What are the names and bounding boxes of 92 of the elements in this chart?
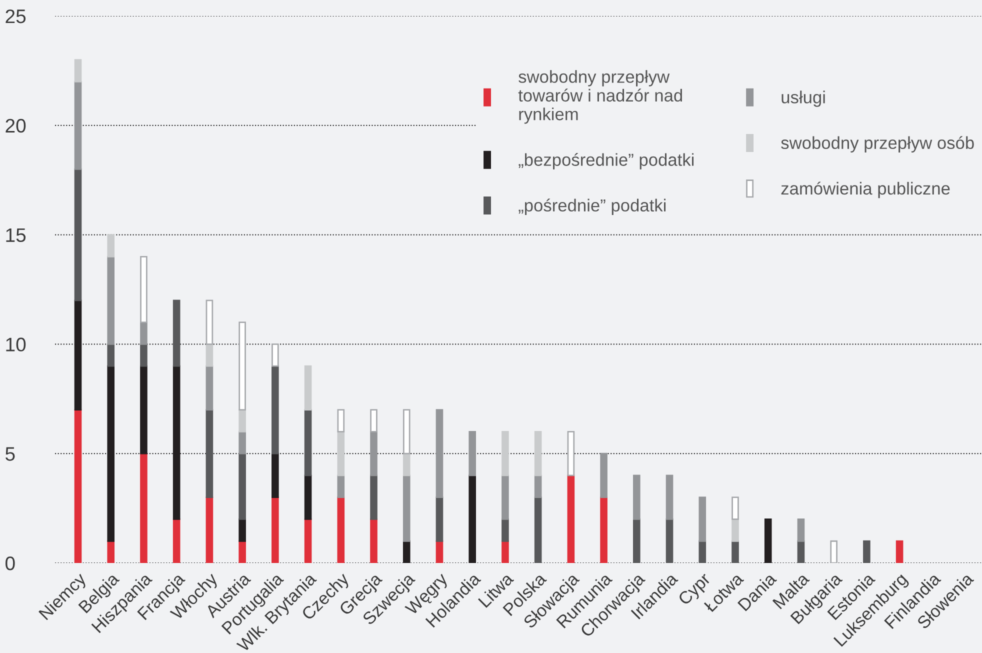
bar bbox=[107, 234, 115, 258]
y-tick-label: 10 bbox=[6, 338, 26, 352]
bar bbox=[502, 474, 509, 520]
bar bbox=[732, 540, 739, 563]
bar bbox=[337, 409, 345, 432]
bar bbox=[238, 409, 246, 432]
y-tick-label: 0 bbox=[6, 556, 15, 570]
bar bbox=[468, 474, 476, 563]
bar bbox=[74, 80, 82, 170]
bar bbox=[732, 518, 739, 542]
bar bbox=[370, 474, 378, 520]
bar bbox=[140, 452, 148, 563]
bar bbox=[304, 474, 312, 520]
bar bbox=[304, 409, 312, 476]
bar bbox=[764, 518, 772, 563]
bar bbox=[502, 431, 509, 476]
bar bbox=[74, 300, 82, 411]
bar bbox=[436, 409, 444, 498]
bar bbox=[797, 518, 805, 542]
bar bbox=[567, 431, 575, 476]
legend-label: swobodny przepływ towarów i nadzór nad rynkiem bbox=[518, 70, 682, 124]
bar bbox=[436, 496, 444, 542]
bar bbox=[534, 474, 542, 498]
bar bbox=[732, 496, 739, 520]
bar bbox=[140, 365, 148, 454]
bar bbox=[666, 474, 674, 520]
bar bbox=[468, 431, 476, 476]
bar bbox=[206, 409, 214, 498]
bar bbox=[238, 322, 246, 411]
y-tick-label: 5 bbox=[6, 447, 15, 461]
bar bbox=[74, 168, 82, 302]
bar bbox=[436, 540, 444, 563]
bar bbox=[534, 496, 542, 563]
bar bbox=[107, 365, 115, 542]
bar bbox=[370, 518, 378, 563]
bar bbox=[337, 474, 345, 498]
bar bbox=[74, 409, 82, 563]
legend-label: swobodny przepływ osób bbox=[781, 136, 974, 152]
bar bbox=[140, 344, 148, 367]
bar bbox=[402, 452, 410, 476]
bar bbox=[140, 322, 148, 345]
legend-label: „pośrednie” podatki bbox=[518, 198, 666, 215]
bar bbox=[633, 518, 640, 563]
bar bbox=[107, 256, 115, 345]
bar bbox=[238, 518, 246, 542]
bar bbox=[107, 540, 115, 563]
bar bbox=[370, 409, 378, 432]
bar bbox=[863, 540, 870, 563]
bar bbox=[370, 431, 378, 476]
bar bbox=[666, 518, 674, 563]
y-tick-label: 25 bbox=[6, 9, 26, 24]
bar bbox=[172, 518, 180, 563]
bar bbox=[402, 409, 410, 454]
bar bbox=[337, 431, 345, 476]
bar bbox=[272, 452, 279, 498]
bar bbox=[238, 540, 246, 563]
bar bbox=[172, 365, 180, 520]
bar bbox=[272, 365, 279, 454]
bar bbox=[567, 474, 575, 563]
legend-label: usługi bbox=[782, 90, 825, 107]
bar bbox=[633, 474, 640, 520]
bar bbox=[172, 300, 180, 367]
bar bbox=[797, 540, 805, 563]
bar bbox=[600, 496, 608, 563]
bar bbox=[304, 365, 312, 411]
y-tick-label: 20 bbox=[6, 118, 26, 133]
bar bbox=[402, 474, 410, 542]
bar bbox=[896, 540, 904, 563]
y-tick-label: 15 bbox=[6, 228, 26, 242]
bar bbox=[107, 344, 115, 367]
legend-label: zamówienia publiczne bbox=[781, 182, 950, 198]
bar bbox=[206, 365, 214, 411]
bar bbox=[402, 540, 410, 563]
bar bbox=[337, 496, 345, 563]
bar bbox=[272, 344, 279, 367]
bar bbox=[140, 256, 148, 324]
bar bbox=[238, 431, 246, 454]
bar bbox=[74, 59, 82, 82]
bar bbox=[206, 300, 214, 345]
bar bbox=[698, 540, 706, 563]
bar bbox=[206, 344, 214, 367]
bar bbox=[502, 518, 509, 542]
bar bbox=[304, 518, 312, 563]
bar bbox=[830, 540, 838, 563]
legend-label: „bezpośrednie” podatki bbox=[518, 152, 694, 170]
bar bbox=[534, 431, 542, 476]
bar bbox=[600, 452, 608, 498]
bar bbox=[238, 452, 246, 520]
bar bbox=[502, 540, 509, 563]
bar bbox=[272, 496, 279, 563]
bar bbox=[206, 496, 214, 563]
bar bbox=[698, 496, 706, 542]
